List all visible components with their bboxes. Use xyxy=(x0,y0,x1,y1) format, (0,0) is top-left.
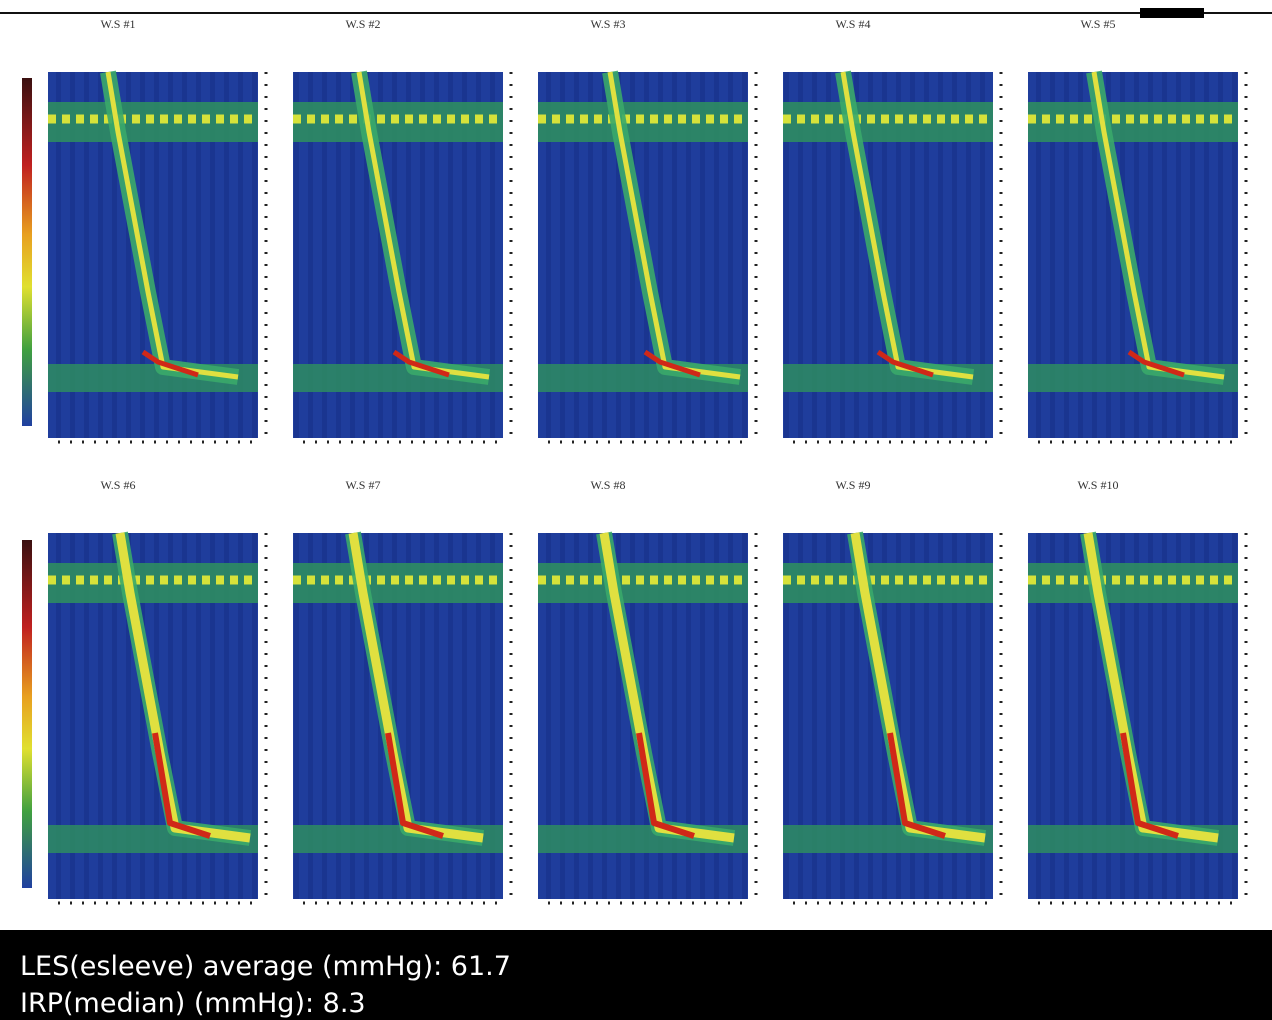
contraction-peak xyxy=(392,349,450,378)
contraction-peak xyxy=(636,732,695,839)
panel-label: W.S #4 xyxy=(836,17,871,31)
footer-line: LES(esleeve) average (mmHg): 61.7 xyxy=(20,951,511,982)
footer-line: IRP(median) (mmHg): 8.3 xyxy=(20,988,366,1019)
contraction-peak xyxy=(385,732,444,839)
panel-label: W.S #6 xyxy=(101,478,136,492)
color-bar xyxy=(22,78,32,426)
contraction-peak xyxy=(141,349,199,378)
top-mark xyxy=(1140,8,1204,18)
panels: W.S #1 W.S #2 W.S #3 W.S #4 W.S #5 W.S #6 W.S … xyxy=(48,17,1248,905)
contraction-peak xyxy=(1120,732,1179,839)
footer-band xyxy=(0,930,1272,1020)
panel-label: W.S #7 xyxy=(346,478,381,492)
contraction-peak xyxy=(1127,349,1185,378)
contraction-peak xyxy=(876,349,934,378)
contraction-peak xyxy=(887,732,946,839)
panel-label: W.S #5 xyxy=(1081,17,1116,31)
panel-label: W.S #1 xyxy=(101,17,136,31)
panel-label: W.S #3 xyxy=(591,17,626,31)
panel-label: W.S #9 xyxy=(836,478,871,492)
contraction-peak xyxy=(152,732,211,839)
color-bar xyxy=(22,540,32,888)
contraction-peak xyxy=(643,349,701,378)
panel-label: W.S #10 xyxy=(1078,478,1119,492)
panel-label: W.S #8 xyxy=(591,478,626,492)
panel-label: W.S #2 xyxy=(346,17,381,31)
